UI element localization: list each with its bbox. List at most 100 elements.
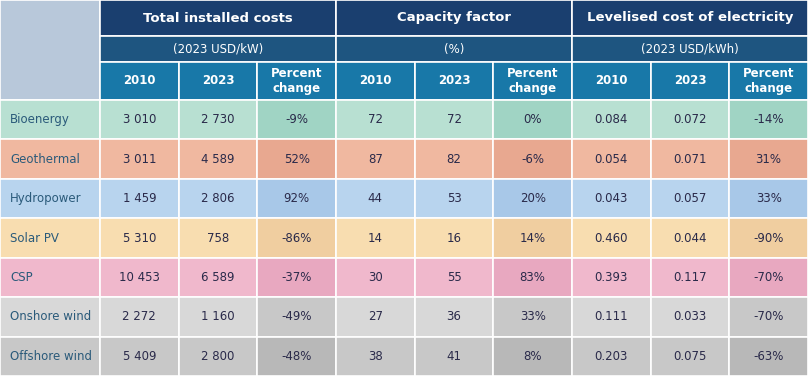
Bar (100, 258, 179, 297)
Bar (0, 218, 100, 258)
Bar (336, 337, 415, 376)
Text: 2 800: 2 800 (201, 350, 234, 363)
Bar (0, 258, 100, 297)
Text: 6 589: 6 589 (201, 271, 235, 284)
Text: 2 272: 2 272 (123, 310, 156, 323)
Bar (650, 218, 730, 258)
Bar (257, 218, 336, 258)
Bar (257, 179, 336, 218)
Text: 0.117: 0.117 (673, 271, 707, 284)
Bar (650, 139, 730, 179)
Text: 72: 72 (368, 113, 383, 126)
Bar (650, 100, 730, 139)
Bar (415, 337, 494, 376)
Text: 44: 44 (368, 192, 383, 205)
Bar (572, 139, 650, 179)
Bar (650, 179, 730, 218)
Bar (0, 100, 100, 139)
Text: 72: 72 (447, 113, 461, 126)
Text: Levelised cost of electricity: Levelised cost of electricity (587, 12, 793, 24)
Bar (100, 179, 179, 218)
Bar (494, 218, 572, 258)
Bar (336, 139, 415, 179)
Bar (257, 139, 336, 179)
Bar (572, 36, 808, 62)
Text: 1 459: 1 459 (123, 192, 156, 205)
Bar (100, 139, 179, 179)
Text: 33%: 33% (755, 192, 781, 205)
Text: 52%: 52% (284, 153, 309, 166)
Bar (179, 258, 257, 297)
Bar (415, 218, 494, 258)
Bar (336, 62, 415, 100)
Bar (336, 100, 415, 139)
Bar (650, 337, 730, 376)
Bar (100, 36, 336, 62)
Bar (572, 337, 650, 376)
Text: 0%: 0% (524, 113, 542, 126)
Text: 0.072: 0.072 (673, 113, 707, 126)
Bar (650, 297, 730, 337)
Bar (257, 258, 336, 297)
Text: Onshore wind: Onshore wind (10, 310, 91, 323)
Bar (572, 258, 650, 297)
Bar (0, 179, 100, 218)
Text: 2 730: 2 730 (201, 113, 235, 126)
Bar (572, 179, 650, 218)
Text: 2023: 2023 (674, 74, 706, 88)
Bar (494, 297, 572, 337)
Text: (2023 USD/kW): (2023 USD/kW) (173, 42, 263, 56)
Text: 8%: 8% (524, 350, 542, 363)
Bar (336, 36, 572, 62)
Text: 2023: 2023 (202, 74, 234, 88)
Text: -48%: -48% (281, 350, 312, 363)
Text: CSP: CSP (10, 271, 32, 284)
Bar (730, 62, 808, 100)
Text: 83%: 83% (520, 271, 545, 284)
Bar (0, 139, 100, 179)
Bar (179, 62, 257, 100)
Text: 2023: 2023 (438, 74, 470, 88)
Bar (730, 139, 808, 179)
Text: 20%: 20% (520, 192, 545, 205)
Bar (179, 139, 257, 179)
Bar (494, 258, 572, 297)
Bar (494, 337, 572, 376)
Bar (730, 100, 808, 139)
Text: -14%: -14% (753, 113, 784, 126)
Bar (572, 100, 650, 139)
Bar (650, 62, 730, 100)
Bar (336, 179, 415, 218)
Text: 0.111: 0.111 (595, 310, 628, 323)
Text: Offshore wind: Offshore wind (10, 350, 92, 363)
Bar (257, 62, 336, 100)
Text: 0.460: 0.460 (595, 232, 628, 244)
Text: 1 160: 1 160 (201, 310, 235, 323)
Text: 2010: 2010 (595, 74, 628, 88)
Text: 16: 16 (447, 232, 461, 244)
Bar (100, 337, 179, 376)
Bar (336, 297, 415, 337)
Text: Percent
change: Percent change (507, 67, 558, 95)
Bar (494, 100, 572, 139)
Bar (100, 100, 179, 139)
Text: 92%: 92% (284, 192, 309, 205)
Text: 0.057: 0.057 (673, 192, 707, 205)
Bar (650, 258, 730, 297)
Text: -90%: -90% (754, 232, 784, 244)
Text: 33%: 33% (520, 310, 545, 323)
Text: (2023 USD/kWh): (2023 USD/kWh) (641, 42, 739, 56)
Bar (257, 100, 336, 139)
Bar (415, 297, 494, 337)
Bar (257, 297, 336, 337)
Bar (100, 297, 179, 337)
Bar (415, 258, 494, 297)
Text: 0.075: 0.075 (673, 350, 707, 363)
Text: 10 453: 10 453 (119, 271, 160, 284)
Bar (730, 297, 808, 337)
Bar (336, 218, 415, 258)
Text: -63%: -63% (754, 350, 784, 363)
Bar (336, 258, 415, 297)
Bar (730, 179, 808, 218)
Text: 30: 30 (368, 271, 383, 284)
